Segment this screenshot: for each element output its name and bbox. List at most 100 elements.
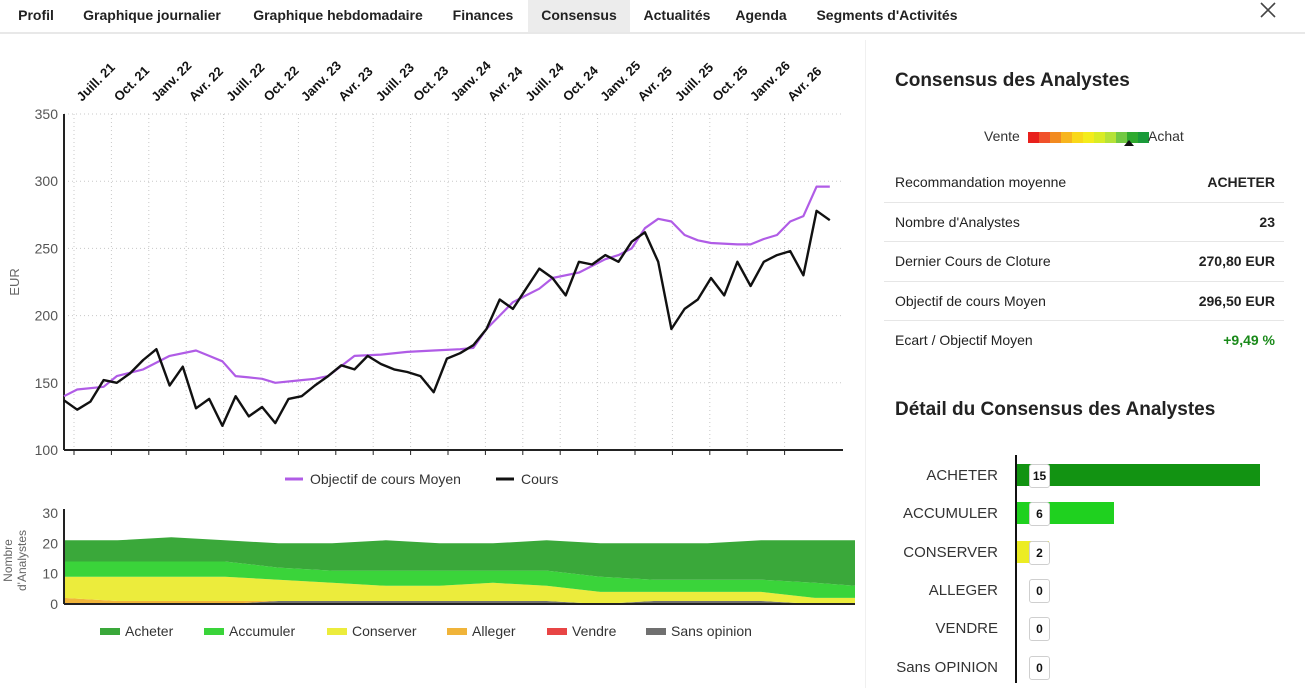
summary-row-ecart: Ecart / Objectif Moyen +9,49 % xyxy=(884,321,1284,361)
legend-swatch xyxy=(547,628,567,635)
area-conserver xyxy=(64,576,855,604)
detail-count: 0 xyxy=(1029,656,1050,680)
tab-segments-activites[interactable]: Segments d'Activités xyxy=(816,7,958,23)
y-axis-label: EUR xyxy=(7,268,22,295)
y-tick-label: 250 xyxy=(35,240,59,256)
x-tick-label: Janv. 23 xyxy=(298,58,344,104)
y-tick-label: 30 xyxy=(42,505,58,521)
summary-label: Ecart / Objectif Moyen xyxy=(895,332,1033,348)
legend-label: Accumuler xyxy=(229,623,295,639)
tab-bar: Profil Graphique journalier Graphique he… xyxy=(0,0,1305,34)
legend-label: Acheter xyxy=(125,623,174,639)
summary-value: ACHETER xyxy=(1207,174,1275,190)
scale-segment xyxy=(1116,132,1127,143)
y-axis-label: d'Analystes xyxy=(15,530,29,591)
x-tick-label: Juill. 22 xyxy=(223,60,267,104)
tab-actualites[interactable]: Actualités xyxy=(643,7,711,23)
detail-axis xyxy=(1015,455,1017,683)
summary-value: 270,80 EUR xyxy=(1198,253,1275,269)
legend-label: Alleger xyxy=(472,623,516,639)
consensus-marker-icon xyxy=(1124,140,1134,146)
x-tick-label: Juill. 24 xyxy=(522,59,567,104)
consensus-summary-table: Recommandation moyenne ACHETER Nombre d'… xyxy=(884,163,1284,361)
detail-count: 0 xyxy=(1029,617,1050,641)
summary-label: Nombre d'Analystes xyxy=(895,213,1020,230)
detail-label-accumuler: ACCUMULER xyxy=(902,505,998,522)
scale-segment xyxy=(1105,132,1116,143)
y-tick-label: 0 xyxy=(50,596,58,612)
tab-finances[interactable]: Finances xyxy=(452,7,514,23)
series-line-objectif xyxy=(63,185,830,398)
x-tick-label: Oct. 25 xyxy=(709,63,750,104)
tab-graphique-hebdomadaire[interactable]: Graphique hebdomadaire xyxy=(253,7,423,23)
x-tick-label: Oct. 24 xyxy=(560,62,602,104)
x-tick-label: Juill. 25 xyxy=(672,60,716,104)
panel-divider xyxy=(865,40,866,688)
consensus-title: Consensus des Analystes xyxy=(895,70,1130,91)
detail-label-acheter: ACHETER xyxy=(926,467,998,484)
tab-graphique-journalier[interactable]: Graphique journalier xyxy=(83,7,221,23)
area-accumuler xyxy=(64,561,855,598)
x-tick-label: Janv. 26 xyxy=(747,58,793,104)
summary-row-recommandation: Recommandation moyenne ACHETER xyxy=(884,163,1284,203)
x-tick-label: Janv. 25 xyxy=(597,58,643,104)
series-line-cours xyxy=(63,209,831,427)
tab-profil[interactable]: Profil xyxy=(18,7,54,23)
detail-title: Détail du Consensus des Analystes xyxy=(895,399,1216,420)
x-tick-label: Juill. 21 xyxy=(74,60,118,104)
summary-row-dernier-cours: Dernier Cours de Cloture 270,80 EUR xyxy=(884,242,1284,282)
detail-count: 0 xyxy=(1029,579,1050,603)
y-tick-label: 300 xyxy=(35,173,59,189)
scale-segment xyxy=(1094,132,1105,143)
detail-label-sans-opinion: Sans OPINION xyxy=(896,659,998,676)
scale-segment xyxy=(1050,132,1061,143)
close-icon[interactable] xyxy=(1258,0,1278,20)
x-tick-label: Oct. 21 xyxy=(111,63,152,104)
scale-segment xyxy=(1072,132,1083,143)
x-tick-label: Oct. 22 xyxy=(261,63,302,104)
detail-label-alleger: ALLEGER xyxy=(928,582,998,599)
summary-label: Objectif de cours Moyen xyxy=(895,292,1046,309)
detail-label-vendre: VENDRE xyxy=(935,620,998,637)
summary-value: 23 xyxy=(1259,213,1275,230)
scale-segment xyxy=(1039,132,1050,143)
detail-count: 6 xyxy=(1029,502,1050,526)
legend-label: Cours xyxy=(521,471,558,487)
legend-label: Objectif de cours Moyen xyxy=(310,471,461,487)
scale-segment xyxy=(1127,132,1138,143)
legend-swatch xyxy=(646,628,666,635)
legend-label: Vendre xyxy=(572,623,617,639)
y-tick-label: 10 xyxy=(42,566,58,582)
summary-value: +9,49 % xyxy=(1223,332,1275,348)
x-tick-label: Juill. 23 xyxy=(373,60,417,104)
consensus-scale-bar xyxy=(1028,132,1149,143)
detail-label-conserver: CONSERVER xyxy=(903,544,998,561)
summary-label: Recommandation moyenne xyxy=(895,174,1067,190)
y-tick-label: 20 xyxy=(42,535,58,551)
x-tick-label: Janv. 22 xyxy=(148,58,194,104)
legend-label: Sans opinion xyxy=(671,623,752,639)
y-tick-label: 150 xyxy=(35,375,59,391)
legend-swatch xyxy=(327,628,347,635)
detail-count: 2 xyxy=(1029,541,1050,565)
detail-bar xyxy=(1017,464,1260,486)
charts-area: 100 150 200 250 300 350 Juill. 21 Oct. 21 Janv. … xyxy=(0,40,865,688)
summary-row-objectif-moyen: Objectif de cours Moyen 296,50 EUR xyxy=(884,282,1284,321)
x-tick-label: Oct. 23 xyxy=(410,63,451,104)
scale-segment xyxy=(1061,132,1072,143)
tab-agenda[interactable]: Agenda xyxy=(735,7,787,23)
summary-label: Dernier Cours de Cloture xyxy=(895,253,1051,269)
detail-count: 15 xyxy=(1029,464,1050,488)
scale-segment xyxy=(1028,132,1039,143)
y-axis-label: Nombre xyxy=(1,539,15,582)
scale-buy-label: Achat xyxy=(1148,128,1184,144)
y-tick-label: 200 xyxy=(35,308,59,324)
legend-swatch xyxy=(204,628,224,635)
area-acheter xyxy=(64,537,855,586)
summary-row-nombre-analystes: Nombre d'Analystes 23 xyxy=(884,203,1284,242)
tab-consensus[interactable]: Consensus xyxy=(528,0,630,32)
summary-value: 296,50 EUR xyxy=(1198,292,1275,309)
scale-segment xyxy=(1138,132,1149,143)
legend-swatch xyxy=(100,628,120,635)
